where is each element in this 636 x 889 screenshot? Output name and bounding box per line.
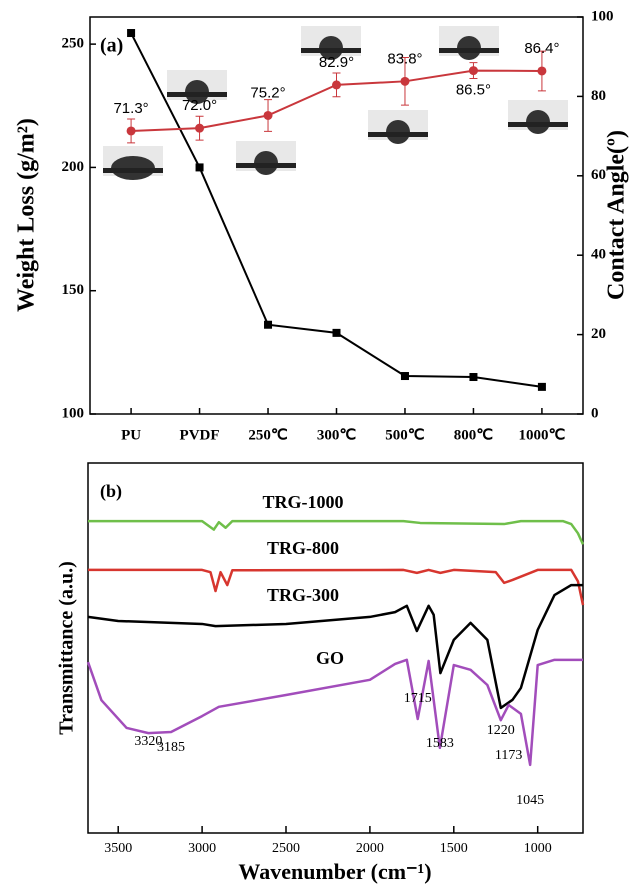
data-point <box>468 66 478 76</box>
x-tick-label: 800℃ <box>454 427 494 443</box>
data-point <box>126 126 136 136</box>
peak-label: 3185 <box>157 740 185 755</box>
data-point <box>263 110 273 120</box>
y2-tick-label: 60 <box>591 167 606 183</box>
panel-label: (a) <box>100 35 123 57</box>
x-tick-label: 2000 <box>356 841 384 856</box>
y-tick-label: 100 <box>62 405 85 421</box>
droplet-base <box>167 92 227 97</box>
data-label: 86.5° <box>456 82 491 99</box>
data-point <box>332 328 341 337</box>
y2-tick-label: 40 <box>591 247 606 263</box>
y-axis-label: Weight Loss (g/m²) <box>14 118 40 312</box>
droplet-base <box>103 168 163 173</box>
y-axis-label: Transmittance (a.u.) <box>56 561 78 735</box>
x-axis-label: Wavenumber (cm⁻¹) <box>238 859 431 884</box>
x-tick-label: PVDF <box>180 427 220 443</box>
droplet-base <box>236 163 296 168</box>
y-tick-label: 250 <box>62 36 85 52</box>
y2-tick-label: 100 <box>591 8 614 24</box>
x-tick-label: 500℃ <box>385 427 425 443</box>
data-label: 86.4° <box>524 40 559 57</box>
y-tick-label: 150 <box>62 282 85 298</box>
x-tick-label: PU <box>121 427 141 443</box>
x-tick-label: 1000℃ <box>518 427 565 443</box>
data-label: 82.9° <box>319 54 354 71</box>
peak-label: 1173 <box>495 748 522 763</box>
x-tick-label: 3000 <box>188 841 216 856</box>
x-tick-label: 1500 <box>440 841 468 856</box>
peak-label: 1583 <box>426 736 454 751</box>
x-tick-label: 3500 <box>104 841 132 856</box>
series-label: TRG-800 <box>267 538 339 558</box>
droplet-base <box>439 48 499 53</box>
y2-axis-label: Contact Angle(º) <box>604 130 630 300</box>
data-point <box>537 66 547 76</box>
peak-label: 1045 <box>516 793 544 808</box>
data-point <box>537 382 546 391</box>
data-point <box>332 80 341 90</box>
x-tick-label: 300℃ <box>317 427 357 443</box>
peak-label: 1220 <box>487 723 515 738</box>
data-point <box>195 163 204 172</box>
spectrum-line <box>88 568 585 606</box>
panel-label: (b) <box>100 481 122 502</box>
data-label: 83.8° <box>387 50 422 67</box>
data-point <box>195 123 205 133</box>
plot-frame <box>87 462 584 834</box>
data-label: 75.2° <box>250 84 285 101</box>
series-label: TRG-300 <box>267 585 339 605</box>
data-point <box>127 29 136 38</box>
data-point <box>264 320 273 329</box>
droplet-base <box>301 48 361 53</box>
data-point <box>400 76 410 86</box>
y-tick-label: 200 <box>62 159 85 175</box>
data-point <box>400 372 409 381</box>
peak-label: 3320 <box>134 734 162 749</box>
droplet-base <box>368 132 428 137</box>
y2-tick-label: 80 <box>591 88 606 104</box>
spectrum-line <box>86 658 583 767</box>
y2-tick-label: 0 <box>591 405 599 421</box>
y2-tick-label: 20 <box>591 326 606 342</box>
data-label: 71.3° <box>113 100 148 117</box>
x-tick-label: 1000 <box>524 841 552 856</box>
x-tick-label: 250℃ <box>248 427 288 443</box>
data-point <box>469 373 478 382</box>
series-label: TRG-1000 <box>263 492 344 512</box>
data-label: 72.0° <box>182 97 217 114</box>
series-label: GO <box>316 648 344 668</box>
spectrum-line <box>88 519 585 545</box>
droplet-base <box>508 122 568 127</box>
x-tick-label: 2500 <box>272 841 300 856</box>
peak-label: 1715 <box>404 691 432 706</box>
spectrum-line <box>87 583 583 710</box>
